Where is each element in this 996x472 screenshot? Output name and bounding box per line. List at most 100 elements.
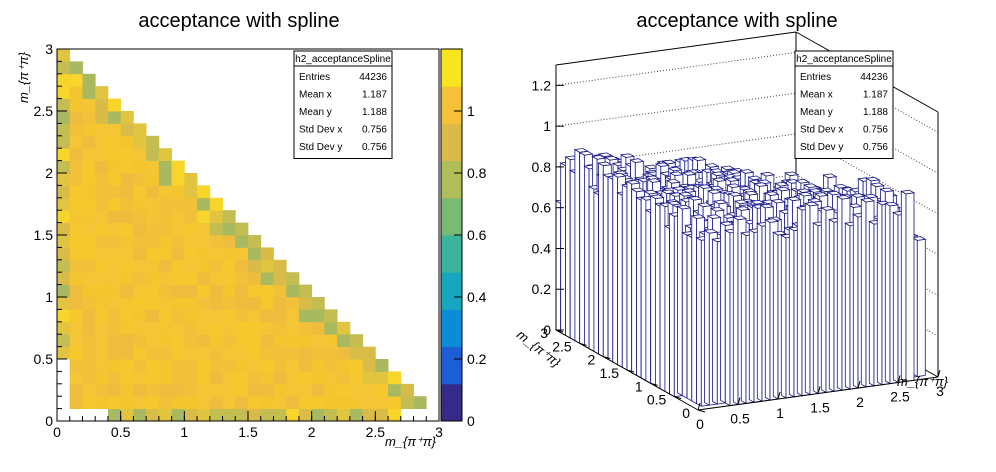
x-tick-label: 0 — [696, 416, 704, 432]
heatmap-cell — [197, 396, 211, 409]
heatmap-cell — [133, 185, 147, 199]
heatmap-cell — [146, 297, 160, 310]
lego-bar-face — [748, 229, 755, 403]
heatmap-cell — [120, 383, 134, 397]
lego-bar-face — [735, 206, 751, 211]
lego-bar-face — [905, 192, 915, 382]
heatmap-cell — [133, 235, 147, 248]
heatmap-cell — [248, 284, 262, 298]
heatmap-cell — [184, 185, 198, 199]
heatmap-cell — [400, 396, 414, 409]
heatmap-cell — [120, 247, 134, 261]
heatmap-cell — [171, 371, 185, 385]
lego-bar-face — [690, 214, 706, 219]
lego-bar-face — [876, 201, 883, 386]
heatmap-cell — [95, 297, 109, 310]
x-tick — [937, 369, 941, 378]
lego-bar-face — [602, 173, 609, 360]
heatmap-cell — [107, 123, 122, 137]
heatmap-cell — [82, 86, 96, 99]
heatmap-cell — [107, 297, 122, 310]
heatmap-cell — [69, 222, 83, 236]
heatmap-cell — [82, 197, 96, 211]
palette-step — [441, 328, 462, 348]
heatmap-cell — [158, 148, 172, 161]
lego-bar-face — [724, 177, 740, 182]
heatmap-cell — [146, 135, 160, 149]
heatmap-cell — [95, 135, 109, 149]
lego-bar-face — [884, 201, 900, 207]
heatmap-cell — [260, 284, 274, 298]
heatmap-cell — [107, 383, 122, 397]
heatmap-cell — [298, 309, 313, 323]
heatmap-cell — [95, 197, 109, 211]
heatmap-cell — [57, 148, 71, 161]
heatmap-cell — [95, 247, 109, 261]
heatmap-cell — [197, 284, 211, 298]
heatmap-cell — [311, 309, 325, 323]
lego-bar-face — [664, 225, 671, 395]
heatmap-cell — [133, 346, 147, 360]
heatmap-cell — [95, 284, 109, 298]
heatmap-cell — [133, 222, 147, 236]
z-tick-label: 0.8 — [467, 165, 487, 181]
lego-bar-face — [704, 229, 710, 406]
y-tick-label: 1.5 — [600, 365, 620, 381]
heatmap-cell — [82, 359, 96, 372]
heatmap-cell — [69, 247, 83, 261]
heatmap-cell — [158, 173, 172, 186]
grid-line — [555, 133, 797, 168]
heatmap-cell — [209, 309, 223, 323]
y-tick — [697, 409, 706, 413]
heatmap-cell — [362, 346, 376, 360]
heatmap-cell — [388, 371, 402, 385]
lego-bar-face — [807, 188, 823, 193]
heatmap-cell — [197, 309, 211, 323]
heatmap-cell — [311, 371, 325, 385]
lego-bar-face — [892, 211, 899, 384]
y-tick — [674, 396, 682, 400]
heatmap-cell — [107, 334, 122, 347]
heatmap-cell — [286, 309, 300, 323]
stats-value: 44236 — [359, 72, 387, 83]
lego-bar-face — [822, 173, 838, 179]
lego-bar-face — [868, 220, 875, 387]
heatmap-cell — [222, 396, 236, 409]
lego-bar-face — [643, 189, 659, 195]
heatmap-cell — [209, 359, 223, 372]
palette-step — [441, 309, 462, 329]
z-tick-label: 1 — [543, 118, 551, 134]
heatmap-cell — [107, 371, 122, 385]
lego-bar-face — [818, 187, 835, 193]
heatmap-cell — [95, 235, 109, 248]
lego-bar-face — [665, 178, 681, 184]
heatmap-cell — [95, 148, 109, 161]
heatmap-cell — [158, 259, 172, 273]
heatmap-cell — [311, 396, 325, 409]
lego-bar-face — [597, 152, 613, 158]
lego-bar-face — [820, 206, 836, 211]
lego-bar-face — [720, 165, 736, 171]
y-tick — [626, 369, 635, 373]
heatmap-cell — [171, 359, 185, 372]
heatmap-cell — [337, 321, 351, 335]
y-tick-label: 0.5 — [647, 392, 667, 408]
heatmap-cell — [184, 334, 198, 347]
heatmap-cell — [197, 383, 211, 397]
stats-value: 1.188 — [863, 107, 888, 118]
heatmap-cell — [95, 123, 109, 137]
heatmap-cell — [222, 297, 236, 310]
lego-bar-face — [686, 234, 693, 402]
lego-bar-face — [646, 178, 662, 183]
heatmap-cell — [69, 309, 83, 323]
palette-step — [441, 160, 462, 180]
lego-bar-face — [820, 206, 827, 394]
heatmap-cell — [82, 135, 96, 149]
lego-bar-face — [724, 229, 731, 407]
heatmap-cell — [82, 247, 96, 261]
stats-label: Std Dev y — [800, 142, 843, 153]
heatmap-cell — [120, 123, 134, 137]
heatmap-cell — [311, 383, 325, 397]
heatmap-cell — [95, 98, 109, 112]
heatmap-cell — [158, 346, 172, 360]
